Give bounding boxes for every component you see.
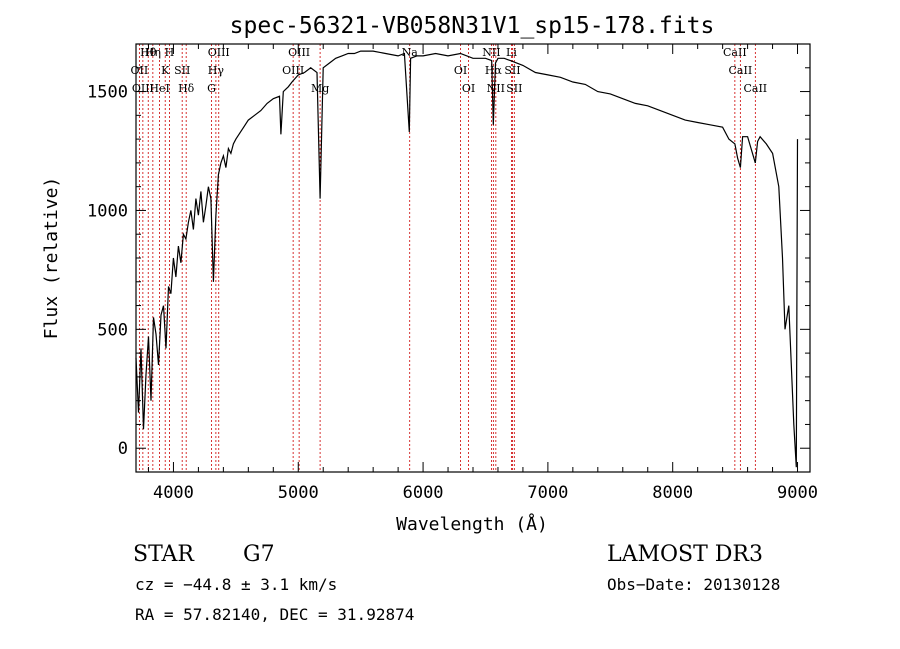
marker-label-17: OI	[462, 82, 475, 95]
marker-label-9: OIII	[208, 46, 230, 59]
marker-label-20: NII	[487, 82, 505, 95]
subclass: G7	[243, 542, 275, 567]
marker-label-21: Li	[506, 46, 517, 59]
marker-label-7: SII	[174, 64, 190, 77]
y-tick-label-1: 500	[97, 320, 128, 340]
x-tick-label-3: 7000	[527, 483, 568, 503]
marker-label-19: Hα	[485, 64, 503, 77]
x-tick-label-5: 9000	[777, 483, 818, 503]
marker-label-11: G	[207, 82, 216, 95]
marker-label-22: SII	[504, 64, 520, 77]
marker-label-15: Na	[402, 46, 419, 59]
plot-frame	[135, 43, 811, 473]
marker-label-24: CaII	[723, 46, 747, 59]
obs-date: Obs−Date: 20130128	[607, 575, 780, 594]
x-axis-label: Wavelength (Å)	[396, 513, 548, 535]
marker-label-1: OII	[131, 64, 149, 77]
marker-label-6: H	[165, 46, 175, 59]
marker-label-16: OI	[454, 64, 467, 77]
emission-line-labels: HθOIIOIIIHηKHeIHSIIHδOIIIHγGOIIIOIIIMgNa…	[131, 46, 768, 95]
marker-label-0: Hθ	[140, 46, 157, 59]
marker-label-23: SII	[506, 82, 522, 95]
y-tick-label-2: 1000	[87, 201, 128, 221]
x-tick-label-4: 8000	[652, 483, 693, 503]
marker-label-14: Mg	[311, 82, 329, 95]
survey-name: LAMOST DR3	[607, 542, 763, 567]
y-axis-label: Flux (relative)	[41, 177, 62, 340]
marker-label-18: NII	[482, 46, 500, 59]
x-tick-label-1: 5000	[278, 483, 319, 503]
emission-line-markers	[138, 44, 756, 472]
y-tick-label-0: 0	[118, 439, 128, 459]
marker-label-3: Hη	[145, 46, 161, 59]
x-axis: 4000 5000 6000 7000 8000 9000	[147, 44, 818, 503]
object-class: STAR	[133, 542, 195, 567]
marker-label-26: CaII	[743, 82, 767, 95]
marker-label-12: OIII	[288, 46, 310, 59]
spectrum-series-line	[135, 50, 799, 468]
marker-label-8: Hδ	[178, 82, 195, 95]
x-tick-label-0: 4000	[153, 483, 194, 503]
x-tick-label-2: 6000	[403, 483, 444, 503]
marker-label-10: Hγ	[208, 64, 225, 77]
chart-title: spec-56321-VB058N31V1_sp15-178.fits	[230, 13, 715, 39]
radec-value: RA = 57.82140, DEC = 31.92874	[135, 605, 414, 624]
marker-label-25: CaII	[729, 64, 753, 77]
marker-label-4: K	[161, 64, 170, 77]
y-tick-label-3: 1500	[87, 83, 128, 103]
marker-label-5: HeI	[149, 82, 169, 95]
marker-label-13: OIII	[282, 64, 304, 77]
y-axis: 0 500 1000 1500	[87, 43, 810, 473]
cz-value: cz = −44.8 ± 3.1 km/s	[135, 575, 337, 594]
